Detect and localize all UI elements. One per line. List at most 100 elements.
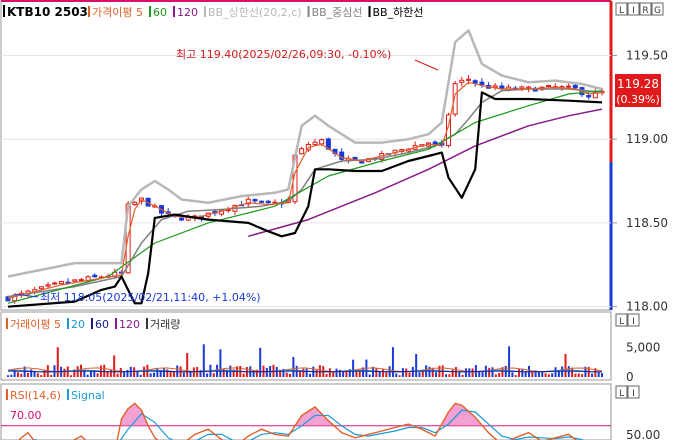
corner-button-label: I — [632, 389, 635, 399]
volume-bar — [511, 372, 514, 377]
volume-bar — [494, 374, 497, 377]
volume-bar — [375, 368, 378, 377]
volume-bar — [518, 368, 521, 377]
volume-tick-label: 0 — [626, 370, 634, 384]
candle-body — [452, 83, 458, 115]
candle-body — [92, 274, 98, 278]
volume-bar — [368, 374, 371, 377]
volume-bar — [478, 371, 481, 377]
legend-swatch — [368, 6, 371, 17]
volume-bar — [149, 373, 152, 377]
candle-body — [459, 79, 465, 83]
rsi-line — [18, 402, 578, 440]
legend-item: 120 — [119, 318, 140, 331]
candle-body — [245, 198, 251, 205]
volume-bar — [169, 371, 172, 377]
volume-bar — [372, 366, 375, 377]
candle-body — [472, 80, 478, 84]
volume-bar — [577, 373, 580, 377]
volume-bar — [242, 373, 245, 377]
legend-item: 120 — [177, 6, 198, 19]
volume-bar — [557, 371, 560, 377]
legend-item: 가격이평 5 — [92, 6, 143, 19]
volume-bar — [435, 372, 438, 377]
volume-bar — [106, 371, 109, 377]
volume-bar — [342, 371, 345, 377]
legend-item: 20 — [71, 318, 85, 331]
volume-bar — [431, 367, 434, 377]
volume-bar — [252, 369, 255, 377]
volume-bar — [498, 372, 501, 377]
candle-body — [78, 279, 84, 282]
volume-bar — [26, 372, 29, 377]
rsi-overbought-fill — [120, 403, 483, 426]
bb-upper-line — [7, 29, 603, 278]
volume-bar — [136, 370, 139, 377]
candle-body — [312, 141, 318, 145]
candle-body — [299, 148, 305, 155]
legend-swatch — [6, 389, 8, 400]
corner-button — [651, 2, 664, 16]
volume-bar — [338, 369, 341, 377]
candle-body — [265, 200, 271, 204]
volume-bar — [50, 375, 53, 377]
volume-bar — [421, 370, 424, 377]
candle-body — [132, 201, 138, 205]
volume-bar — [103, 364, 106, 377]
volume-y-axis: 0 5,000 — [626, 341, 660, 384]
volume-bar — [591, 373, 594, 377]
volume-bar — [40, 375, 43, 377]
legend-item: BB_상한선(20,2,c) — [208, 6, 302, 19]
volume-bar — [182, 372, 185, 377]
corner-button — [627, 2, 640, 16]
corner-button-label: R — [642, 6, 648, 16]
volume-bar — [202, 344, 205, 377]
volume-bar — [564, 354, 567, 377]
candle-body — [586, 95, 592, 98]
volume-bar — [461, 374, 464, 377]
volume-bar — [212, 373, 215, 377]
corner-button — [615, 313, 628, 327]
legend-swatch — [88, 6, 90, 17]
current-change-label: (0.39%) — [616, 93, 660, 106]
candle-body — [526, 86, 532, 89]
corner-button-label: I — [632, 6, 635, 16]
volume-bar — [408, 372, 411, 377]
volume-bar — [581, 374, 584, 377]
price-tick-label: 119.00 — [626, 132, 668, 146]
volume-bar — [328, 368, 331, 377]
volume-bar — [325, 373, 328, 377]
indicator-lines — [7, 29, 603, 308]
corner-button-label: L — [619, 6, 624, 16]
volume-bar — [521, 369, 524, 377]
candle-body — [259, 200, 265, 203]
candle-body — [546, 84, 552, 88]
volume-bar — [20, 373, 23, 377]
volume-bar — [458, 372, 461, 377]
volume-bar — [514, 375, 517, 377]
volume-bar — [156, 368, 159, 377]
volume-bar — [501, 367, 504, 377]
volume-bar — [544, 373, 547, 377]
candle-body — [432, 141, 438, 145]
candle-body — [85, 276, 91, 282]
volume-bar — [405, 368, 408, 377]
volume-bar — [594, 368, 597, 377]
ma60-line — [7, 90, 603, 304]
volume-bar — [318, 365, 321, 377]
volume-bar — [601, 373, 603, 377]
volume-bar — [451, 369, 454, 377]
volume-tick-label: 5,000 — [626, 341, 660, 355]
candle-body — [566, 85, 572, 88]
candle-body — [252, 199, 258, 202]
volume-bar — [401, 368, 404, 377]
volume-bar — [391, 347, 394, 377]
corner-button — [627, 313, 640, 327]
candle-body — [479, 81, 485, 86]
volume-bar — [448, 374, 451, 377]
corner-button-label: G — [654, 6, 661, 16]
volume-bar — [289, 374, 292, 377]
